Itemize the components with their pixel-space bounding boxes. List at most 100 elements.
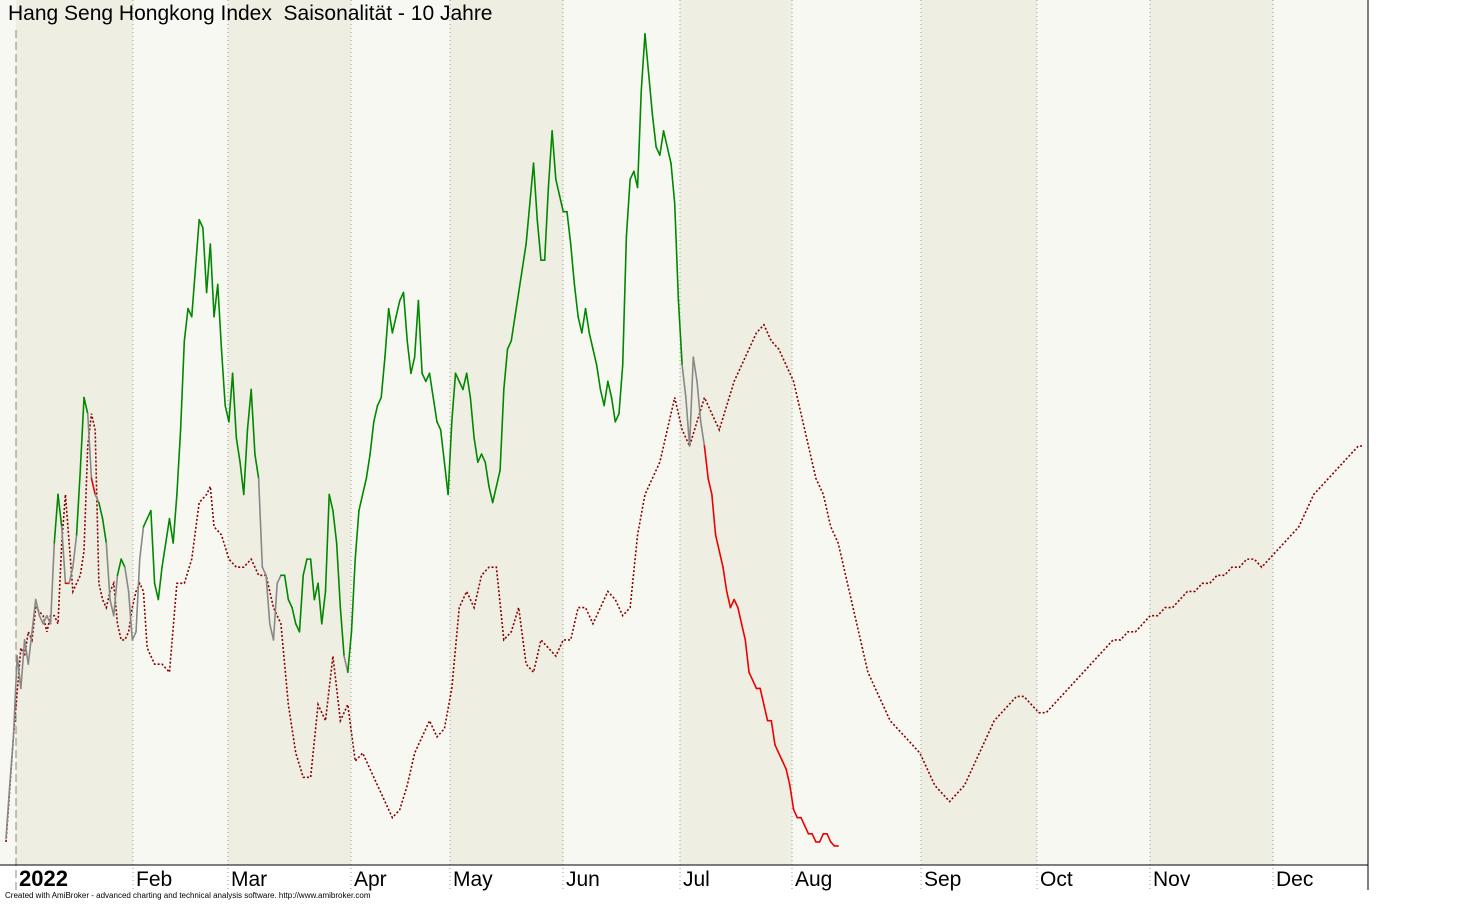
curve-segment — [770, 719, 776, 746]
curve-segment — [584, 307, 591, 334]
curve-segment — [124, 566, 130, 593]
curve-segment — [257, 477, 264, 569]
curve-segment — [555, 178, 561, 197]
curve-segment — [818, 833, 825, 843]
curve-segment — [335, 542, 342, 609]
curve-segment — [216, 283, 223, 350]
curve-segment — [94, 493, 100, 504]
curve-segment — [343, 655, 349, 674]
curve-segment — [488, 485, 494, 504]
curve-segment — [90, 477, 96, 496]
month-band — [1150, 0, 1273, 865]
curve-segment — [696, 380, 702, 423]
curve-segment — [242, 429, 249, 496]
curve-segment — [172, 493, 178, 544]
curve-segment — [688, 356, 695, 447]
curve-segment — [480, 453, 487, 463]
curve-segment — [120, 558, 126, 569]
curve-segment — [153, 582, 160, 601]
curve-segment — [595, 364, 602, 391]
curve-segment — [34, 598, 41, 617]
curve-segment — [161, 542, 167, 569]
curve-segment — [781, 760, 787, 771]
curve-segment — [60, 525, 67, 585]
tick-label-month: Aug — [795, 868, 832, 891]
curve-segment — [592, 348, 598, 367]
curve-segment — [599, 388, 605, 407]
curve-segment — [662, 130, 669, 148]
curve-segment — [228, 372, 234, 423]
curve-segment — [792, 808, 799, 819]
month-tick-labels: 2022 Feb Mar Apr May Jun Jul Aug Sep Oct Nov Dec — [19, 866, 1313, 891]
curve-segment — [495, 469, 501, 488]
curve-segment — [421, 372, 427, 383]
curve-segment — [499, 388, 505, 472]
curve-segment — [744, 639, 750, 674]
curve-segment — [503, 348, 509, 391]
curve-segment — [350, 558, 357, 633]
curve-segment — [677, 299, 683, 367]
curve-segment — [581, 307, 587, 334]
curve-segment — [38, 614, 44, 625]
curve-segment — [27, 598, 37, 665]
month-band — [1037, 0, 1150, 865]
curve-segment — [384, 307, 390, 358]
month-band — [792, 0, 921, 865]
curve-segment — [235, 437, 241, 463]
curve-segment — [261, 566, 267, 577]
curve-segment — [525, 202, 531, 245]
month-band — [450, 0, 563, 865]
curve-segment — [610, 396, 617, 423]
curve-segment — [202, 227, 208, 294]
curve-segment — [109, 598, 115, 617]
curve-segment — [510, 315, 516, 342]
curve-segment — [685, 396, 691, 447]
curve-segment — [365, 453, 371, 480]
curve-segment — [324, 493, 331, 593]
month-band — [1273, 0, 1368, 865]
curve-segment — [774, 744, 780, 754]
curve-segment — [53, 493, 59, 544]
curve-segment — [276, 574, 282, 585]
curve-segment — [205, 243, 212, 294]
tick-label-month: Sep — [924, 868, 961, 891]
curve-segment — [436, 420, 442, 431]
curve-segment — [751, 679, 758, 690]
curve-segment — [748, 671, 754, 682]
curve-segment — [309, 558, 316, 601]
curve-segment — [176, 429, 182, 496]
curve-segment — [737, 606, 743, 625]
curve-segment — [346, 631, 353, 674]
curve-segment — [551, 130, 557, 181]
curve-segment — [659, 130, 665, 156]
curve-segment — [566, 210, 572, 245]
curve-segment — [317, 582, 323, 625]
curve-segment — [811, 833, 817, 843]
curve-segment — [829, 841, 836, 847]
curve-segment — [402, 291, 409, 342]
curve-segment — [68, 566, 74, 585]
curve-segment — [127, 590, 134, 641]
curve-segment — [332, 509, 338, 544]
curve-segment — [506, 340, 513, 350]
month-band — [351, 0, 450, 865]
curve-segment — [164, 517, 171, 544]
curve-segment — [714, 534, 721, 552]
curve-segment — [417, 299, 423, 375]
curve-segment — [42, 614, 48, 625]
curve-segment — [699, 420, 706, 447]
curve-segment — [543, 186, 550, 261]
curve-segment — [16, 655, 22, 690]
chart-title: Hang Seng Hongkong Index Saisonalität - … — [8, 2, 493, 25]
tick-label-month: Nov — [1153, 868, 1191, 891]
tick-label-month: Feb — [136, 868, 172, 891]
curve-segment — [640, 33, 646, 92]
curve-segment — [711, 493, 717, 536]
curve-segment — [231, 372, 238, 439]
curve-segment — [358, 493, 364, 512]
curve-segment — [517, 267, 524, 294]
curve-segment — [254, 453, 260, 480]
seasonal-curve — [5, 33, 839, 847]
curve-segment — [740, 622, 747, 641]
curve-segment — [72, 534, 78, 569]
